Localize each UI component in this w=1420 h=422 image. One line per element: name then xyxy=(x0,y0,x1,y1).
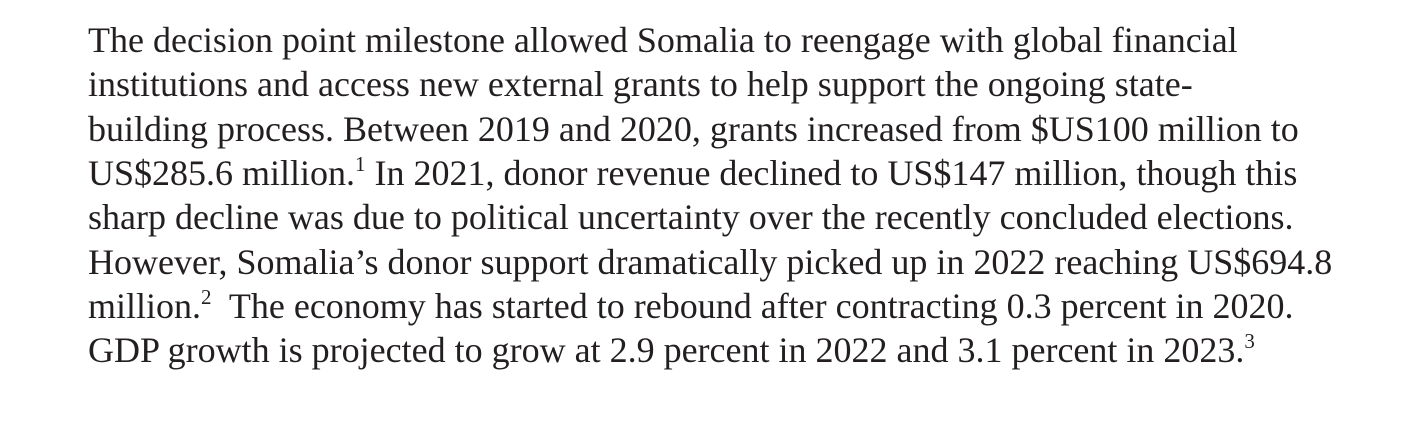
text-line: GDP growth is projected to grow at 2.9 p… xyxy=(88,328,1255,372)
text-line: institutions and access new external gra… xyxy=(88,62,1193,106)
text-line: The decision point milestone allowed Som… xyxy=(88,18,1238,62)
footnote-marker: 1 xyxy=(355,151,366,176)
footnote-marker: 3 xyxy=(1244,329,1255,354)
text-run: In 2021, donor revenue declined to US$14… xyxy=(365,152,1298,193)
text-run: However, Somalia’s donor support dramati… xyxy=(88,241,1333,282)
text-line: million.2 The economy has started to reb… xyxy=(88,284,1294,328)
footnote-marker: 2 xyxy=(201,284,212,309)
text-line: US$285.6 million.1 In 2021, donor revenu… xyxy=(88,151,1297,195)
text-run: building process. Between 2019 and 2020,… xyxy=(88,108,1299,149)
text-run: The decision point milestone allowed Som… xyxy=(88,20,1238,60)
text-line: building process. Between 2019 and 2020,… xyxy=(88,107,1299,151)
text-line: sharp decline was due to political uncer… xyxy=(88,195,1294,239)
text-run: The economy has started to rebound after… xyxy=(211,285,1294,326)
text-run: GDP growth is projected to grow at 2.9 p… xyxy=(88,330,1245,371)
text-run: institutions and access new external gra… xyxy=(88,64,1193,105)
text-run: US$285.6 million. xyxy=(88,152,356,193)
text-line: However, Somalia’s donor support dramati… xyxy=(88,240,1332,284)
text-run: sharp decline was due to political uncer… xyxy=(88,197,1294,238)
text-run: million. xyxy=(88,285,202,326)
